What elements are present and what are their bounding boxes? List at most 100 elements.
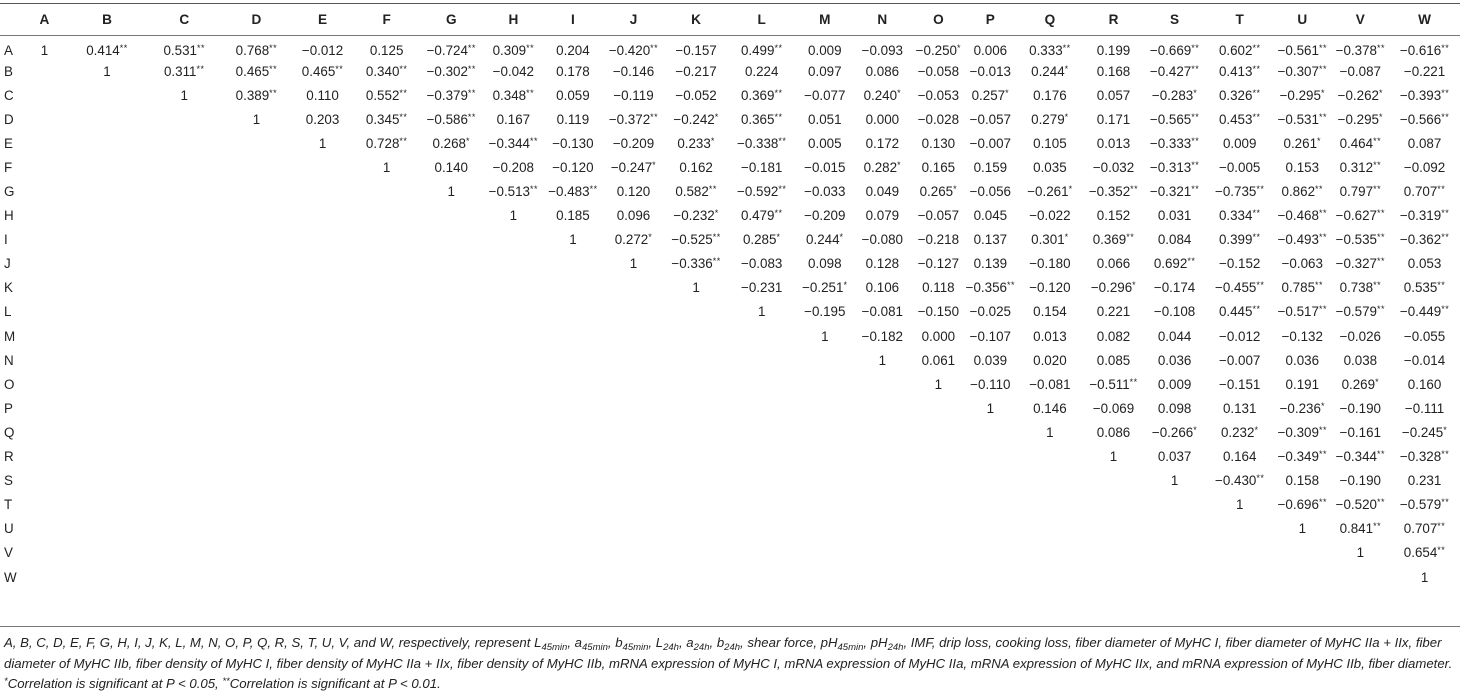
table-cell bbox=[727, 372, 797, 396]
cell-value: −0.296 bbox=[1090, 280, 1133, 296]
table-cell: −0.352** bbox=[1084, 179, 1143, 203]
table-cell: 0.261* bbox=[1273, 131, 1332, 155]
significance-mark: * bbox=[714, 111, 719, 122]
footnote-shear: shear force, bbox=[747, 635, 821, 650]
cell-value: 0.130 bbox=[921, 135, 956, 151]
table-cell bbox=[147, 517, 221, 541]
table-cell: 0.167 bbox=[483, 107, 545, 131]
table-cell: 0.582** bbox=[665, 179, 727, 203]
table-cell: −0.042 bbox=[483, 59, 545, 83]
table-cell bbox=[544, 469, 602, 493]
cell-value: 0.066 bbox=[1096, 256, 1131, 272]
cell-value: −0.724 bbox=[426, 42, 468, 58]
table-cell: 0.185 bbox=[544, 204, 602, 228]
table-row: V 1 0.654** bbox=[0, 541, 1460, 565]
cell-value: −0.092 bbox=[1403, 159, 1446, 175]
table-cell: 0.333** bbox=[1016, 35, 1085, 59]
table-cell: 0.244* bbox=[797, 228, 854, 252]
table-cell bbox=[483, 372, 545, 396]
table-cell bbox=[292, 300, 354, 324]
table-cell bbox=[147, 445, 221, 469]
footnote-sub: 24h bbox=[724, 642, 741, 653]
significance-mark: ** bbox=[1441, 87, 1450, 98]
cell-value: −0.669 bbox=[1149, 42, 1192, 58]
significance-mark: ** bbox=[1441, 208, 1450, 219]
significance-mark: ** bbox=[399, 111, 408, 122]
significance-mark: ** bbox=[1437, 280, 1446, 291]
cell-value: −0.525 bbox=[671, 232, 713, 248]
cell-value: 0.176 bbox=[1033, 87, 1067, 103]
table-cell bbox=[544, 252, 602, 276]
table-cell bbox=[353, 276, 420, 300]
table-cell bbox=[420, 469, 483, 493]
table-cell: 1 bbox=[221, 107, 292, 131]
cell-value: −0.349 bbox=[1277, 449, 1319, 465]
footnote-var: a bbox=[574, 635, 582, 650]
table-cell: 0.309** bbox=[483, 35, 545, 59]
cell-value: 0.552 bbox=[365, 87, 400, 103]
table-cell bbox=[665, 420, 727, 444]
cell-value: −0.014 bbox=[1403, 352, 1446, 368]
cell-value: −0.093 bbox=[861, 42, 903, 58]
cell-value: −0.081 bbox=[1029, 376, 1071, 392]
table-cell: 0.057 bbox=[1084, 83, 1143, 107]
table-cell: −0.250* bbox=[912, 35, 966, 59]
table-cell: 0.139 bbox=[965, 252, 1015, 276]
cell-value: −0.517 bbox=[1277, 304, 1319, 320]
table-cell bbox=[965, 565, 1015, 589]
cell-value: −0.696 bbox=[1277, 497, 1319, 513]
cell-value: 0.369 bbox=[740, 87, 775, 103]
table-cell: 0.369** bbox=[727, 83, 797, 107]
table-cell bbox=[420, 348, 483, 372]
row-label: E bbox=[4, 135, 13, 151]
table-cell: 0.204 bbox=[544, 35, 602, 59]
table-cell: −0.152 bbox=[1206, 252, 1273, 276]
table-cell bbox=[544, 517, 602, 541]
significance-mark: * bbox=[1379, 87, 1384, 98]
cell-value: −0.430 bbox=[1215, 473, 1257, 489]
cell-value: 0.139 bbox=[973, 256, 1008, 272]
table-cell: −0.151 bbox=[1206, 372, 1273, 396]
cell-value: −0.483 bbox=[548, 184, 590, 200]
significance-mark: ** bbox=[1318, 304, 1327, 315]
significance-mark: ** bbox=[778, 184, 787, 195]
cell-value: 1 bbox=[1356, 545, 1365, 561]
cell-value: −0.055 bbox=[1403, 328, 1446, 344]
table-cell: 0.153 bbox=[1273, 155, 1332, 179]
table-cell bbox=[353, 179, 420, 203]
table-cell: 1 bbox=[1016, 420, 1085, 444]
significance-mark: ** bbox=[1377, 232, 1386, 243]
table-cell: −0.309** bbox=[1273, 420, 1332, 444]
table-cell bbox=[292, 469, 354, 493]
row-label: P bbox=[4, 400, 13, 416]
table-cell: −0.566** bbox=[1389, 107, 1460, 131]
significance-mark: ** bbox=[1187, 256, 1196, 267]
cell-value: 0.232 bbox=[1220, 424, 1255, 440]
table-cell bbox=[221, 517, 292, 541]
table-cell: 0.082 bbox=[1084, 324, 1143, 348]
table-cell: −0.283* bbox=[1143, 83, 1207, 107]
cell-value: 0.140 bbox=[434, 159, 469, 175]
cell-value: 0.098 bbox=[808, 256, 842, 272]
table-cell: 0.399** bbox=[1206, 228, 1273, 252]
cell-value: 0.079 bbox=[865, 208, 900, 224]
table-cell bbox=[147, 131, 221, 155]
footnote-sig-mark: * bbox=[4, 676, 8, 687]
table-cell bbox=[483, 517, 545, 541]
table-cell bbox=[1273, 565, 1332, 589]
table-cell bbox=[292, 493, 354, 517]
table-cell: 1 bbox=[1084, 445, 1143, 469]
cell-value: 0.087 bbox=[1407, 135, 1442, 151]
table-cell: −0.327** bbox=[1332, 252, 1390, 276]
table-cell: 0.312** bbox=[1332, 155, 1390, 179]
table-cell bbox=[420, 324, 483, 348]
cell-value: 0.465 bbox=[235, 63, 270, 79]
table-cell: 0.013 bbox=[1016, 324, 1085, 348]
table-cell bbox=[483, 300, 545, 324]
table-cell bbox=[22, 107, 66, 131]
table-cell: −0.181 bbox=[727, 155, 797, 179]
table-cell: −0.157 bbox=[665, 35, 727, 59]
table-cell: −0.313** bbox=[1143, 155, 1207, 179]
column-header: M bbox=[819, 12, 831, 27]
table-row: P 1 0.146 −0.069 0.098 0.131 −0.236* −0.190 −0.1… bbox=[0, 396, 1460, 420]
